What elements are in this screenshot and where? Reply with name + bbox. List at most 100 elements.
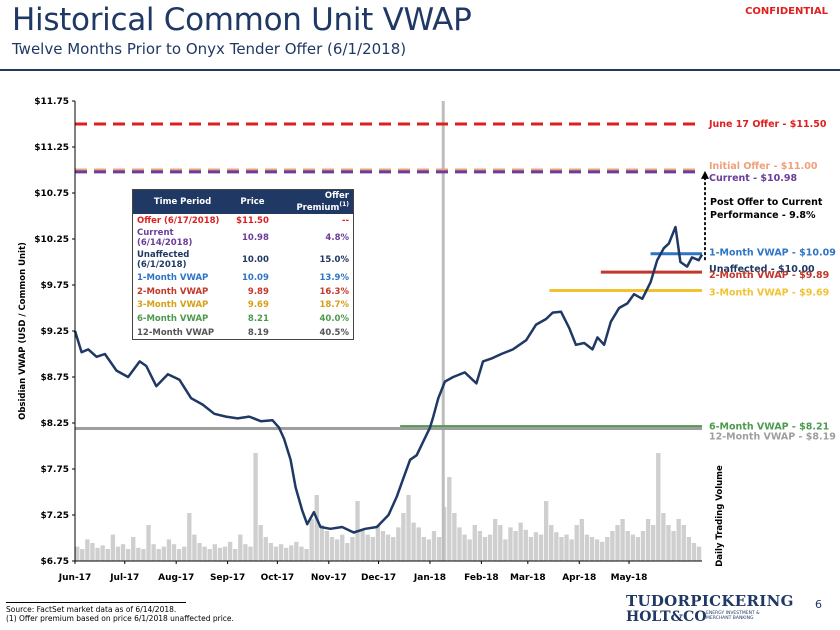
reference-line-label: Initial Offer - $11.00 — [709, 161, 818, 172]
volume-bar — [289, 545, 294, 561]
table-cell-premium: -- — [341, 215, 349, 226]
volume-bar — [508, 527, 513, 561]
table-row: 1-Month VWAP 10.09 13.9% — [133, 271, 354, 285]
table-cell-price: 8.21 — [247, 314, 269, 324]
volume-bar — [375, 525, 381, 561]
volume-bar — [472, 525, 477, 561]
volume-bar — [421, 537, 426, 561]
volume-bar — [640, 531, 646, 561]
volume-bar — [115, 546, 121, 561]
y-tick-label: $10.25 — [34, 235, 69, 245]
volume-bar — [309, 519, 314, 561]
volume-bar — [105, 549, 110, 561]
table-cell-premium: 40.0% — [319, 314, 350, 324]
page-title: Historical Common Unit VWAP — [12, 2, 472, 38]
y-tick-label: $9.25 — [41, 327, 69, 337]
volume-bar — [120, 544, 126, 561]
volume-bar — [615, 525, 620, 561]
volume-bar — [645, 519, 651, 561]
volume-bar — [258, 525, 263, 561]
volume-bar — [498, 525, 503, 561]
volume-bar — [610, 531, 615, 561]
table-header-premium: Offer Premium(1) — [272, 189, 354, 214]
volume-bar — [75, 546, 80, 561]
y-tick-label: $7.75 — [41, 465, 69, 475]
table-row: 2-Month VWAP 9.89 16.3% — [133, 285, 354, 299]
volume-bar — [294, 541, 299, 561]
x-tick-label: Aug-17 — [158, 573, 194, 583]
volume-bar — [273, 546, 279, 561]
y-tick-label: $8.75 — [41, 373, 69, 383]
volume-bar — [651, 525, 656, 561]
volume-bar — [589, 537, 595, 561]
volume-axis-title: Daily Trading Volume — [715, 465, 725, 567]
volume-bar — [202, 546, 207, 561]
volume-bar — [554, 532, 559, 561]
x-tick-label: Nov-17 — [311, 573, 347, 583]
reference-line-label: Current - $10.98 — [709, 173, 797, 184]
volume-bar — [518, 522, 523, 561]
volume-bar — [696, 546, 702, 561]
volume-bar — [334, 539, 340, 561]
volume-bar — [141, 549, 146, 561]
volume-bar — [426, 539, 432, 561]
volume-bar — [314, 495, 319, 561]
reference-line-label: 12-Month VWAP - $8.19 — [709, 432, 836, 443]
volume-bar — [666, 525, 671, 561]
volume-bar — [569, 539, 574, 561]
volume-bar — [360, 531, 365, 561]
axes: $11.75 $11.25 $10.75 $10.25 $9.75 $9.25 $8.75 $… — [18, 97, 725, 583]
volume-bar — [233, 549, 238, 561]
table-header-price: Price — [232, 189, 273, 214]
volume-bar — [222, 546, 228, 561]
table-cell-period: 3-Month VWAP — [137, 300, 209, 311]
x-tick-label: Jan-18 — [413, 573, 446, 583]
volume-bar — [350, 537, 355, 561]
volume-bar — [243, 544, 248, 561]
volume-bar — [238, 534, 243, 561]
table-cell-price: 10.09 — [242, 273, 269, 284]
volume-bar — [457, 527, 462, 561]
volume-bar — [329, 537, 335, 561]
x-tick-label: Dec-17 — [361, 573, 396, 583]
volume-bar — [467, 539, 472, 561]
table-cell-premium: 15.0% — [319, 255, 350, 266]
volume-bar — [477, 531, 483, 561]
volume-bar — [538, 534, 544, 561]
volume-bar — [253, 453, 258, 561]
volume-bar — [436, 537, 442, 561]
volume-bar — [324, 531, 330, 561]
volume-bar — [630, 534, 635, 561]
x-tick-label: Oct-17 — [261, 573, 295, 583]
volume-bar — [110, 534, 116, 561]
volume-bar — [559, 537, 564, 561]
y-tick-label: $7.25 — [41, 511, 69, 521]
reference-line-label: June 17 Offer - $11.50 — [708, 119, 827, 130]
reference-line-label: 3-Month VWAP - $9.69 — [709, 288, 829, 299]
table-cell-price: $11.50 — [236, 215, 269, 226]
table-cell-price: 9.89 — [247, 286, 269, 297]
table-row: 6-Month VWAP 8.21 40.0% — [133, 312, 354, 326]
volume-bar — [304, 549, 309, 561]
volume-bar — [503, 539, 508, 561]
table-cell-premium: 13.9% — [319, 273, 350, 284]
volume-bar — [462, 534, 467, 561]
volume-bar — [513, 531, 518, 561]
vwap-series-line — [73, 225, 704, 534]
volume-bar — [248, 546, 253, 561]
volume-bar — [80, 549, 85, 561]
premium-table: Time Period Price Offer Premium(1) Offer… — [132, 189, 354, 341]
logo-line1: TUDORPICKERING — [626, 592, 794, 610]
table-cell-period: 6-Month VWAP — [137, 314, 209, 324]
volume-bar — [146, 525, 151, 561]
table-cell-premium: 16.3% — [319, 286, 350, 297]
volume-bar — [528, 537, 534, 561]
volume-bar — [151, 544, 156, 561]
volume-bars — [75, 453, 702, 561]
table-row: 12-Month VWAP 8.19 40.5% — [133, 326, 354, 340]
volume-bar — [482, 537, 488, 561]
volume-bar — [176, 549, 182, 561]
table-cell-period: Unaffected (6/1/2018) — [137, 250, 190, 271]
table-cell-premium: 4.8% — [325, 233, 349, 244]
volume-bar — [574, 525, 579, 561]
